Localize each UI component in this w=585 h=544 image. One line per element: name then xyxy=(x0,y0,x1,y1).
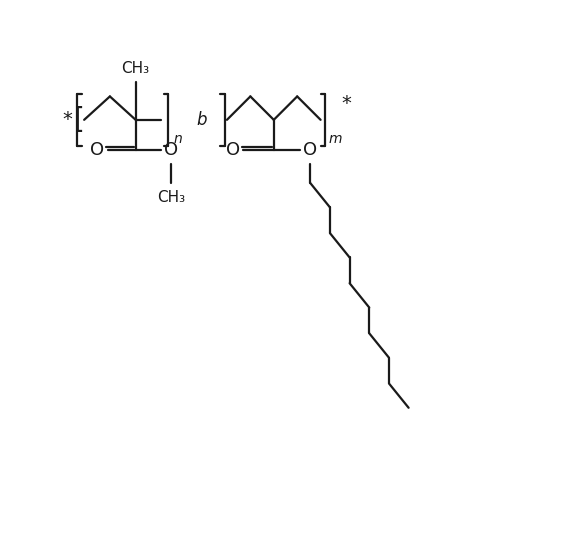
Text: *: * xyxy=(62,110,72,129)
Text: O: O xyxy=(303,141,317,159)
Text: CH₃: CH₃ xyxy=(157,190,185,205)
Text: O: O xyxy=(225,141,240,159)
Text: CH₃: CH₃ xyxy=(122,61,150,76)
Text: *: * xyxy=(342,94,351,113)
Text: b: b xyxy=(196,111,207,129)
Text: [: [ xyxy=(74,106,85,134)
Text: n: n xyxy=(173,133,182,146)
Text: O: O xyxy=(164,141,178,159)
Text: O: O xyxy=(90,141,104,159)
Text: m: m xyxy=(329,133,342,146)
